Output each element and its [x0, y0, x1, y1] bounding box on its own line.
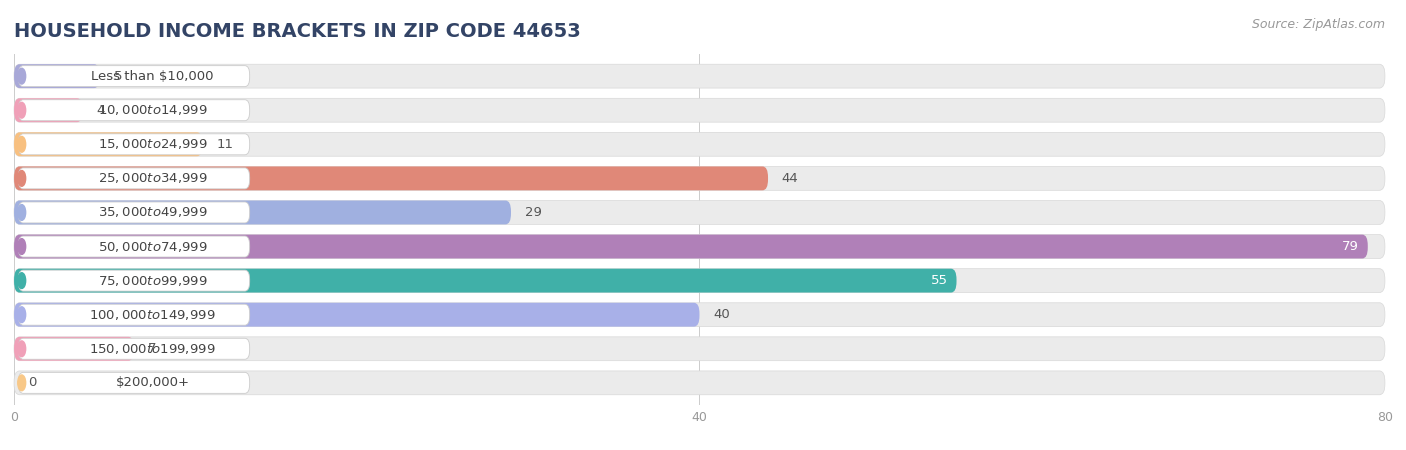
- FancyBboxPatch shape: [18, 134, 250, 155]
- Text: 0: 0: [28, 376, 37, 389]
- Circle shape: [18, 68, 25, 84]
- FancyBboxPatch shape: [14, 64, 100, 88]
- Text: $75,000 to $99,999: $75,000 to $99,999: [97, 274, 207, 288]
- Text: Less than $10,000: Less than $10,000: [91, 70, 214, 83]
- FancyBboxPatch shape: [14, 371, 1385, 395]
- FancyBboxPatch shape: [14, 337, 134, 361]
- Text: $15,000 to $24,999: $15,000 to $24,999: [97, 137, 207, 151]
- Text: 4: 4: [96, 104, 104, 117]
- Text: 11: 11: [217, 138, 233, 151]
- Text: $100,000 to $149,999: $100,000 to $149,999: [89, 308, 215, 322]
- FancyBboxPatch shape: [14, 201, 1385, 225]
- Text: 7: 7: [148, 342, 156, 355]
- FancyBboxPatch shape: [18, 100, 250, 121]
- FancyBboxPatch shape: [14, 98, 83, 122]
- Text: $25,000 to $34,999: $25,000 to $34,999: [97, 171, 207, 185]
- FancyBboxPatch shape: [14, 132, 202, 156]
- FancyBboxPatch shape: [14, 166, 1385, 190]
- FancyBboxPatch shape: [14, 98, 1385, 122]
- FancyBboxPatch shape: [18, 66, 250, 87]
- Text: $10,000 to $14,999: $10,000 to $14,999: [97, 103, 207, 117]
- FancyBboxPatch shape: [18, 304, 250, 325]
- FancyBboxPatch shape: [14, 269, 1385, 292]
- Circle shape: [18, 136, 25, 152]
- Text: $50,000 to $74,999: $50,000 to $74,999: [97, 239, 207, 253]
- FancyBboxPatch shape: [18, 236, 250, 257]
- Text: 44: 44: [782, 172, 799, 185]
- Text: Source: ZipAtlas.com: Source: ZipAtlas.com: [1251, 18, 1385, 31]
- FancyBboxPatch shape: [14, 234, 1368, 258]
- Text: HOUSEHOLD INCOME BRACKETS IN ZIP CODE 44653: HOUSEHOLD INCOME BRACKETS IN ZIP CODE 44…: [14, 22, 581, 41]
- FancyBboxPatch shape: [14, 234, 1385, 258]
- Text: 40: 40: [713, 308, 730, 321]
- FancyBboxPatch shape: [14, 269, 956, 292]
- Text: 55: 55: [931, 274, 948, 287]
- FancyBboxPatch shape: [18, 372, 250, 393]
- Text: $200,000+: $200,000+: [115, 376, 190, 389]
- Circle shape: [18, 341, 25, 357]
- FancyBboxPatch shape: [18, 270, 250, 291]
- Text: $35,000 to $49,999: $35,000 to $49,999: [97, 206, 207, 220]
- Text: $150,000 to $199,999: $150,000 to $199,999: [89, 342, 215, 356]
- FancyBboxPatch shape: [14, 64, 1385, 88]
- FancyBboxPatch shape: [14, 132, 1385, 156]
- Text: 29: 29: [524, 206, 541, 219]
- Circle shape: [18, 205, 25, 220]
- Circle shape: [18, 375, 25, 391]
- FancyBboxPatch shape: [14, 166, 768, 190]
- Circle shape: [18, 171, 25, 186]
- FancyBboxPatch shape: [14, 303, 700, 327]
- Circle shape: [18, 273, 25, 288]
- FancyBboxPatch shape: [18, 202, 250, 223]
- FancyBboxPatch shape: [14, 201, 510, 225]
- Text: 79: 79: [1343, 240, 1360, 253]
- FancyBboxPatch shape: [18, 168, 250, 189]
- FancyBboxPatch shape: [14, 337, 1385, 361]
- FancyBboxPatch shape: [14, 303, 1385, 327]
- Circle shape: [18, 102, 25, 118]
- Text: 5: 5: [114, 70, 122, 83]
- FancyBboxPatch shape: [18, 338, 250, 359]
- Circle shape: [18, 307, 25, 323]
- Circle shape: [18, 238, 25, 254]
